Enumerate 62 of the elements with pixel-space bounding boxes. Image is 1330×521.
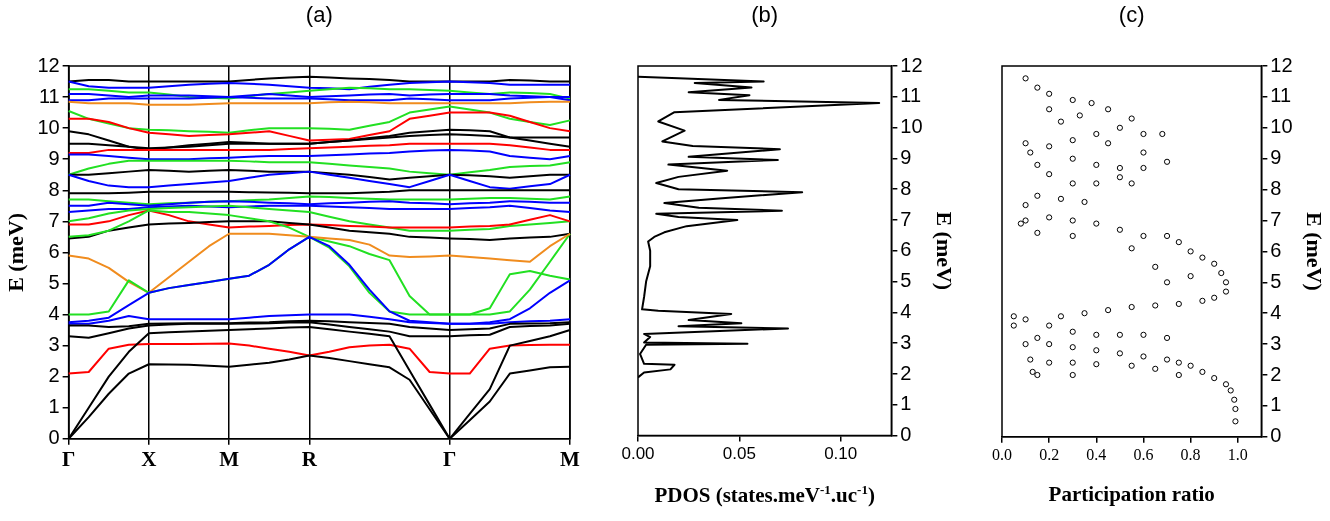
y-tick-label: 2 xyxy=(1270,362,1282,385)
y-tick-label: 6 xyxy=(900,238,912,261)
y-tick-label: 0 xyxy=(900,423,912,446)
chart-title: (a) xyxy=(305,2,333,28)
y-tick-label: 0 xyxy=(1270,424,1282,447)
y-tick-label: 8 xyxy=(1270,177,1282,200)
y-tick-label: 10 xyxy=(37,115,60,138)
x-tick-label: 0.00 xyxy=(621,444,655,464)
x-axis-title: Participation ratio xyxy=(1048,482,1215,507)
y-tick-label: 9 xyxy=(48,146,60,169)
y-tick-label: 3 xyxy=(900,330,912,353)
y-tick-label: 5 xyxy=(48,270,60,293)
chart-title: (c) xyxy=(1118,2,1145,28)
y-tick-label: 11 xyxy=(900,84,922,107)
x-tick-label: M xyxy=(219,446,240,471)
y-axis-title: E (meV) xyxy=(932,211,958,291)
y-tick-label: 12 xyxy=(1270,53,1293,76)
y-tick-label: 8 xyxy=(900,176,912,199)
y-tick-label: 11 xyxy=(1270,84,1292,107)
y-tick-label: 4 xyxy=(1270,300,1282,323)
x-tick-label: Γ xyxy=(61,446,76,471)
y-tick-label: 6 xyxy=(1270,238,1282,261)
y-tick-label: 9 xyxy=(1270,146,1282,169)
y-tick-label: 5 xyxy=(900,269,912,292)
x-axis-title: PDOS (states.meV$^{-1}$.uc$^{-1}$) xyxy=(654,482,875,508)
x-tick-label: M xyxy=(560,446,581,471)
chart-title: (b) xyxy=(751,2,779,28)
x-tick-label: 0.8 xyxy=(1180,445,1201,463)
y-tick-label: 12 xyxy=(37,53,60,76)
x-tick-label: 0.6 xyxy=(1133,445,1154,463)
y-tick-label: 10 xyxy=(1270,115,1293,138)
x-tick-label: 0.4 xyxy=(1086,445,1107,463)
y-tick-label: 7 xyxy=(900,207,912,230)
y-tick-label: 8 xyxy=(48,177,60,200)
y-tick-label: 9 xyxy=(900,145,912,168)
y-tick-label: 6 xyxy=(48,239,60,262)
y-tick-label: 12 xyxy=(900,53,923,76)
x-tick-label: 0.05 xyxy=(722,444,756,464)
y-tick-label: 2 xyxy=(900,361,912,384)
y-axis-title: E (meV) xyxy=(2,212,28,292)
y-axis-title: E (meV) xyxy=(1302,211,1328,291)
y-tick-label: 3 xyxy=(48,333,60,356)
x-tick-label: 1.0 xyxy=(1227,445,1248,463)
y-tick-label: 1 xyxy=(48,395,60,418)
y-tick-label: 1 xyxy=(1270,393,1282,416)
y-tick-label: 4 xyxy=(900,299,912,322)
x-tick-label: X xyxy=(141,446,157,471)
y-tick-label: 7 xyxy=(1270,208,1282,231)
y-tick-label: 1 xyxy=(900,392,912,415)
x-tick-label: 0.10 xyxy=(824,444,858,464)
y-tick-label: 3 xyxy=(1270,331,1282,354)
y-tick-label: 4 xyxy=(48,302,60,325)
y-tick-label: 2 xyxy=(48,364,60,387)
x-tick-label: Γ xyxy=(442,446,457,471)
x-tick-label: 0.0 xyxy=(992,445,1012,463)
y-tick-label: 0 xyxy=(48,426,60,449)
x-tick-label: 0.2 xyxy=(1039,445,1060,463)
y-tick-label: 10 xyxy=(900,115,923,138)
y-tick-label: 7 xyxy=(48,208,60,231)
x-tick-label: R xyxy=(301,446,318,471)
y-tick-label: 5 xyxy=(1270,269,1282,292)
y-tick-label: 11 xyxy=(38,84,60,107)
